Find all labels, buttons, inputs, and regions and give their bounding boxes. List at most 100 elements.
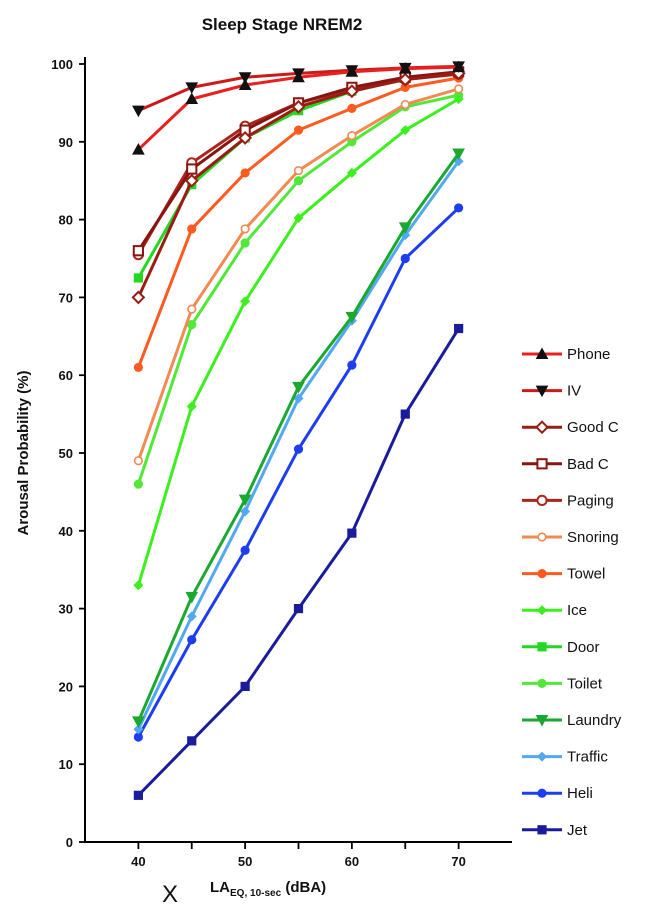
data-point-snoring	[187, 304, 197, 314]
x-ticks: 40 50 60 70	[131, 842, 466, 869]
data-point-good-c	[291, 99, 306, 114]
legend-item-good-c: Good C	[522, 419, 619, 436]
data-point-phone	[398, 62, 412, 74]
legend-label-ice: Ice	[567, 602, 587, 619]
data-point-good-c	[131, 290, 146, 305]
legend-item-laundry: Laundry	[522, 712, 622, 729]
data-point-phone	[238, 78, 252, 91]
legend-marker-towel	[537, 569, 547, 579]
legend: Phone IV Good C Bad C Paging Snoring Towel Ice D…	[522, 346, 622, 839]
data-point-phone	[452, 60, 465, 73]
data-point-towel	[240, 168, 250, 178]
data-point-towel	[347, 103, 357, 113]
series-layer	[131, 60, 466, 800]
legend-item-heli: Heli	[522, 785, 593, 802]
data-point-heli	[347, 360, 357, 370]
data-point-ice	[293, 213, 304, 224]
data-point-snoring	[293, 165, 304, 176]
data-point-jet	[293, 604, 304, 614]
legend-item-phone: Phone	[522, 346, 610, 363]
legend-marker-phone	[535, 347, 549, 359]
y-tick-label: 40	[59, 524, 73, 539]
data-point-laundry	[185, 591, 199, 604]
data-point-phone	[132, 143, 145, 155]
series-ice	[133, 94, 464, 591]
data-point-heli	[240, 545, 250, 555]
x-axis-label: LAEQ, 10-sec (dBA)	[210, 879, 326, 899]
data-point-iv	[185, 82, 199, 94]
legend-marker-snoring	[537, 532, 547, 542]
y-tick-label: 30	[59, 602, 73, 617]
x-tick-label: 40	[131, 854, 145, 869]
data-point-good-c	[238, 130, 253, 145]
legend-label-bad-c: Bad C	[567, 456, 609, 473]
data-point-phone	[345, 65, 359, 77]
data-point-toilet	[187, 320, 197, 330]
y-tick-label: 20	[59, 679, 73, 694]
data-point-iv	[238, 72, 252, 84]
y-tick-label: 100	[51, 57, 73, 72]
legend-label-towel: Towel	[567, 566, 605, 583]
data-point-jet	[400, 409, 410, 419]
data-point-ice	[400, 125, 411, 136]
legend-marker-toilet	[537, 678, 547, 689]
data-point-iv	[132, 105, 145, 118]
legend-item-iv: IV	[522, 383, 581, 400]
data-point-snoring	[240, 224, 250, 234]
data-point-toilet	[133, 479, 143, 489]
y-tick-label: 90	[59, 135, 73, 150]
y-axis-label: Arousal Probability (%)	[15, 370, 32, 535]
data-point-good-c	[398, 72, 413, 87]
x-axis-prefix: X	[162, 881, 178, 908]
series-line-heli	[137, 206, 460, 738]
series-heli	[133, 203, 464, 742]
legend-item-traffic: Traffic	[522, 749, 608, 766]
y-ticks: 0 10 20 30 40 50 60 70 80 90 100	[51, 57, 85, 850]
legend-item-bad-c: Bad C	[522, 456, 609, 473]
legend-label-phone: Phone	[567, 346, 610, 363]
data-point-good-c	[344, 84, 359, 99]
y-tick-label: 50	[59, 446, 73, 461]
data-point-jet	[240, 681, 250, 691]
data-point-toilet	[293, 176, 304, 186]
data-point-laundry	[452, 148, 465, 161]
data-point-bad-c	[132, 245, 144, 257]
x-axis-label-sub: EQ, 10-sec	[230, 888, 282, 899]
chart-title: Sleep Stage NREM2	[202, 15, 363, 34]
data-point-phone	[185, 92, 199, 105]
data-point-snoring	[400, 99, 410, 110]
data-point-traffic	[186, 611, 197, 622]
series-jet	[133, 323, 464, 800]
data-point-heli	[293, 444, 304, 454]
legend-item-snoring: Snoring	[522, 529, 619, 546]
data-point-snoring	[133, 456, 143, 466]
legend-item-ice: Ice	[522, 602, 587, 619]
data-point-jet	[347, 528, 357, 538]
data-point-ice	[346, 167, 357, 178]
legend-item-towel: Towel	[522, 566, 605, 583]
legend-label-laundry: Laundry	[567, 712, 622, 729]
data-point-jet	[187, 736, 197, 746]
legend-item-paging: Paging	[522, 492, 614, 509]
data-point-jet	[454, 323, 464, 334]
legend-label-snoring: Snoring	[567, 529, 619, 546]
series-phone	[132, 60, 465, 155]
data-point-towel	[133, 362, 143, 373]
legend-label-door: Door	[567, 639, 600, 656]
data-point-snoring	[454, 84, 464, 94]
data-point-heli	[454, 203, 464, 213]
legend-marker-iv	[535, 385, 549, 398]
data-point-towel	[187, 224, 197, 234]
data-point-towel	[293, 125, 304, 135]
data-point-ice	[240, 296, 251, 307]
y-tick-label: 80	[59, 213, 73, 228]
legend-label-iv: IV	[567, 383, 581, 400]
legend-label-good-c: Good C	[567, 419, 619, 436]
data-point-laundry	[132, 716, 145, 728]
y-tick-label: 10	[59, 757, 73, 772]
data-point-door	[133, 273, 143, 283]
data-point-laundry	[398, 222, 412, 234]
legend-marker-bad-c	[536, 458, 548, 470]
legend-item-toilet: Toilet	[522, 675, 603, 692]
legend-marker-laundry	[535, 715, 549, 727]
